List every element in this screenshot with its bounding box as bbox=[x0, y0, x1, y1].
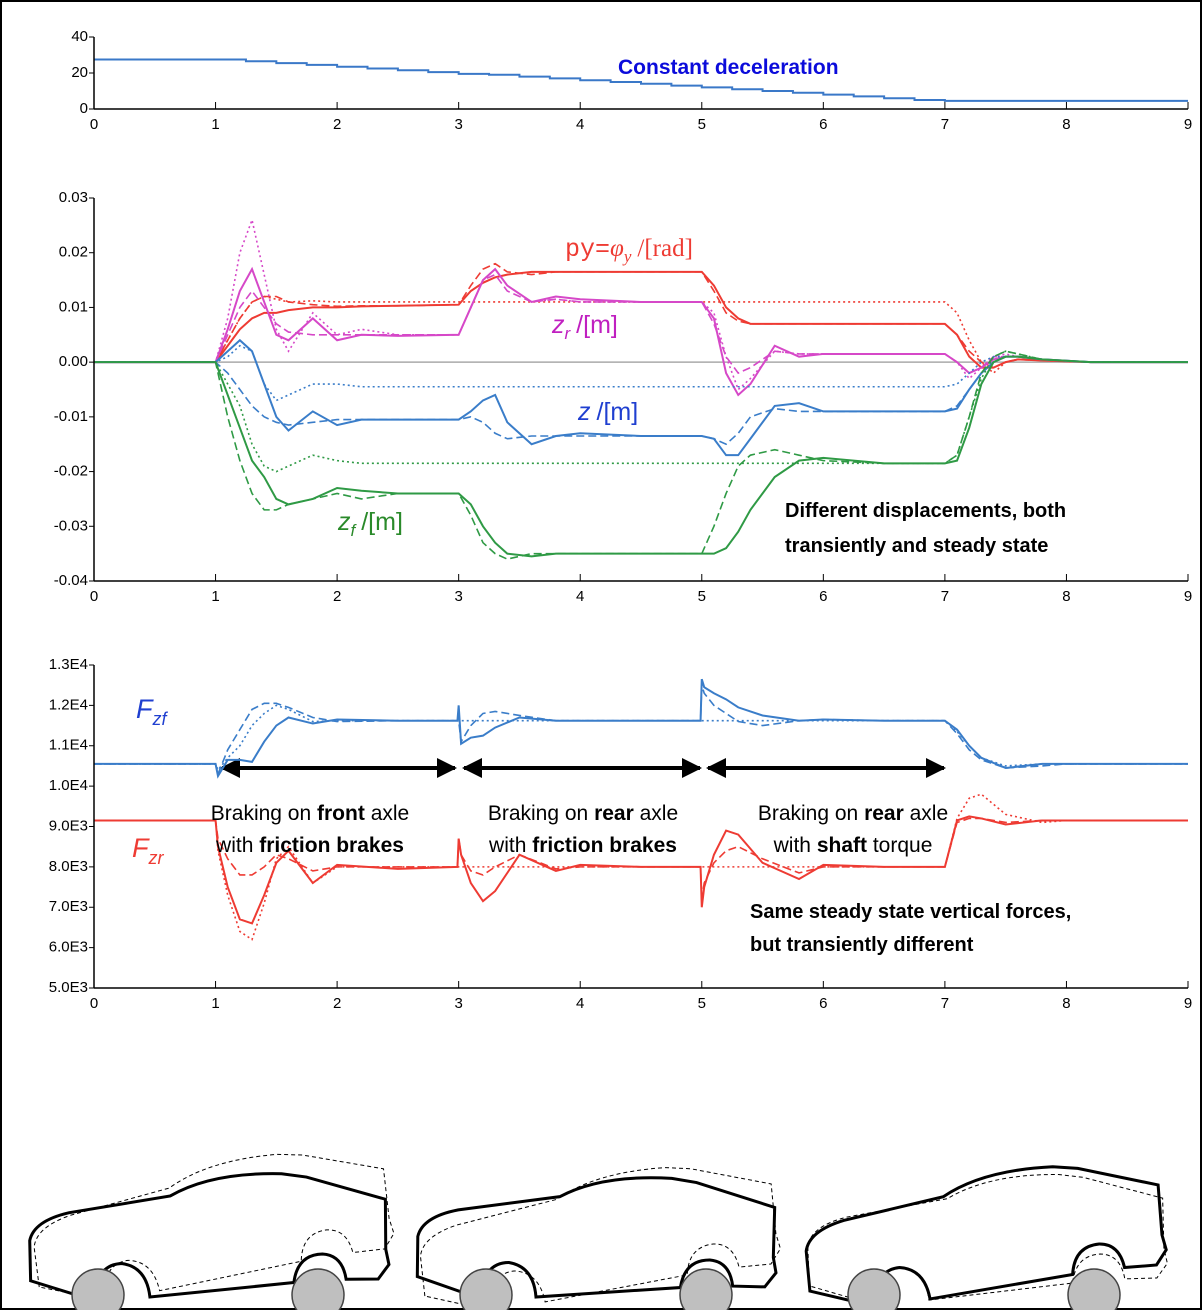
caption-bold: rear bbox=[864, 802, 904, 825]
note: Different displacements, both bbox=[785, 500, 1066, 522]
caption-text: axle bbox=[909, 802, 949, 825]
x-tick-label: 5 bbox=[698, 588, 706, 605]
car-shaft-torque bbox=[803, 1163, 1171, 1310]
x-tick-label: 1 bbox=[211, 588, 219, 605]
x-tick-label: 8 bbox=[1062, 588, 1070, 605]
y-tick-label: 9.0E3 bbox=[49, 817, 88, 834]
y-tick-label: 0.03 bbox=[59, 189, 88, 206]
y-tick-label: 0.00 bbox=[59, 353, 88, 370]
y-tick-label: 6.0E3 bbox=[49, 939, 88, 956]
phase-caption: Braking on rear axle with friction brake… bbox=[453, 798, 713, 862]
caption-text: axle bbox=[639, 802, 679, 825]
x-tick-label: 5 bbox=[698, 995, 706, 1012]
y-tick-label: 8.0E3 bbox=[49, 858, 88, 875]
curve-label: py=φy/[rad] bbox=[565, 235, 693, 266]
y-tick-label: -0.04 bbox=[54, 572, 88, 589]
y-tick-label: 0.02 bbox=[59, 244, 88, 261]
x-tick-label: 6 bbox=[819, 588, 827, 605]
y-tick-label: 20 bbox=[71, 64, 88, 81]
curve-label: Fzr bbox=[132, 833, 165, 868]
car-front-braking bbox=[25, 1147, 398, 1310]
x-tick-label: 8 bbox=[1062, 116, 1070, 133]
x-tick-label: 2 bbox=[333, 116, 341, 133]
y-tick-label: 7.0E3 bbox=[49, 898, 88, 915]
caption-text: Braking on bbox=[757, 802, 859, 825]
series-line bbox=[94, 270, 1188, 369]
car-rear-braking bbox=[411, 1155, 785, 1310]
x-tick-label: 4 bbox=[576, 995, 584, 1012]
x-tick-label: 3 bbox=[454, 588, 462, 605]
x-tick-label: 1 bbox=[211, 116, 219, 133]
x-tick-label: 7 bbox=[941, 588, 949, 605]
caption-text: with bbox=[489, 834, 527, 857]
caption-bold: friction brakes bbox=[259, 834, 404, 857]
x-tick-label: 7 bbox=[941, 995, 949, 1012]
y-tick-label: 1.0E4 bbox=[49, 777, 88, 794]
caption-bold: friction brakes bbox=[532, 834, 677, 857]
note: transiently and steady state bbox=[785, 535, 1048, 557]
x-tick-label: 4 bbox=[576, 116, 584, 133]
x-tick-label: 6 bbox=[819, 116, 827, 133]
caption-text: Braking on bbox=[487, 802, 589, 825]
y-tick-label: 40 bbox=[71, 28, 88, 45]
annotation: Constant deceleration bbox=[618, 56, 839, 79]
x-tick-label: 1 bbox=[211, 995, 219, 1012]
caption-text: Braking on bbox=[210, 802, 312, 825]
caption-text: axle bbox=[370, 802, 410, 825]
y-tick-label: 5.0E3 bbox=[49, 979, 88, 996]
x-tick-label: 0 bbox=[90, 116, 98, 133]
series-line bbox=[94, 295, 1188, 375]
y-tick-label: 1.2E4 bbox=[49, 696, 88, 713]
y-tick-label: -0.02 bbox=[54, 463, 88, 480]
phase-caption: Braking on front axle with friction brak… bbox=[180, 798, 440, 862]
caption-bold: front bbox=[317, 802, 365, 825]
phase-caption: Braking on rear axle with shaft torque bbox=[723, 798, 983, 862]
x-tick-label: 9 bbox=[1184, 995, 1192, 1012]
series-line bbox=[94, 344, 1188, 402]
y-tick-label: 0 bbox=[80, 100, 88, 117]
note: Same steady state vertical forces, bbox=[750, 901, 1071, 923]
series-line bbox=[94, 704, 1188, 772]
caption-text: with bbox=[773, 834, 811, 857]
y-tick-label: 1.3E4 bbox=[49, 656, 88, 673]
x-tick-label: 3 bbox=[454, 116, 462, 133]
curve-label: zf/[m] bbox=[337, 508, 403, 540]
series-line bbox=[94, 350, 1188, 560]
curve-label: Fzf bbox=[136, 694, 169, 729]
x-tick-label: 2 bbox=[333, 588, 341, 605]
x-tick-label: 6 bbox=[819, 995, 827, 1012]
x-tick-label: 4 bbox=[576, 588, 584, 605]
caption-text: torque bbox=[872, 834, 933, 857]
caption-bold: rear bbox=[594, 802, 634, 825]
x-tick-label: 9 bbox=[1184, 116, 1192, 133]
series-line bbox=[94, 58, 1188, 102]
y-tick-label: -0.01 bbox=[54, 408, 88, 425]
x-tick-label: 2 bbox=[333, 995, 341, 1012]
x-tick-label: 3 bbox=[454, 995, 462, 1012]
x-tick-label: 5 bbox=[698, 116, 706, 133]
series-line bbox=[94, 217, 1188, 391]
x-tick-label: 7 bbox=[941, 116, 949, 133]
caption-text: with bbox=[216, 834, 254, 857]
x-tick-label: 8 bbox=[1062, 995, 1070, 1012]
x-tick-label: 0 bbox=[90, 588, 98, 605]
curve-label: z/[m] bbox=[577, 398, 638, 426]
series-line bbox=[94, 350, 1188, 473]
y-tick-label: -0.03 bbox=[54, 517, 88, 534]
y-tick-label: 0.01 bbox=[59, 298, 88, 315]
x-tick-label: 0 bbox=[90, 995, 98, 1012]
x-tick-label: 9 bbox=[1184, 588, 1192, 605]
y-tick-label: 1.1E4 bbox=[49, 737, 88, 754]
curve-label: zr/[m] bbox=[551, 311, 618, 343]
caption-bold: shaft bbox=[816, 834, 867, 857]
series-line bbox=[94, 338, 1188, 457]
series-line bbox=[94, 793, 1188, 941]
note: but transiently different bbox=[750, 934, 974, 956]
